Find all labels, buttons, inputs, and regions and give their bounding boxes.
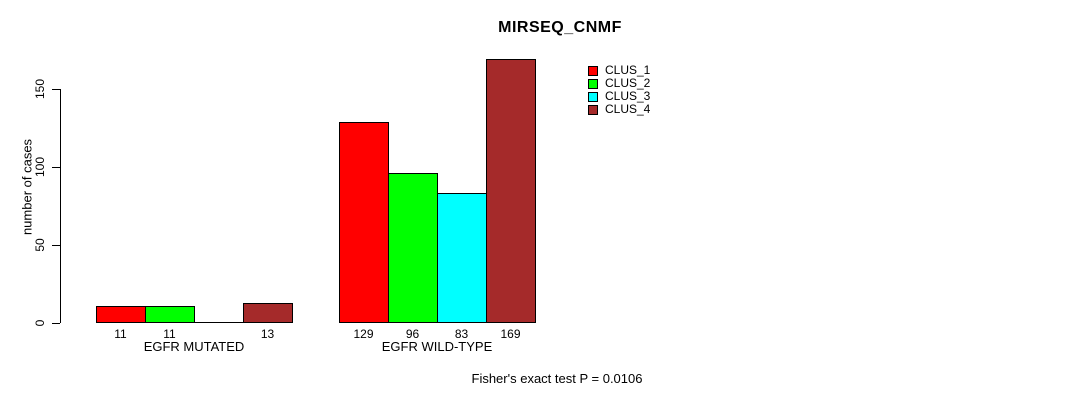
fisher-test-annotation: Fisher's exact test P = 0.0106	[471, 371, 643, 386]
bar-clus_4	[486, 59, 536, 323]
legend-item: CLUS_3	[588, 90, 650, 103]
bar-value-label: 83	[454, 327, 469, 341]
chart-title: MIRSEQ_CNMF	[498, 19, 622, 36]
bar-value-label: 129	[353, 327, 374, 341]
y-axis-tick	[52, 245, 60, 246]
bar-zero-clus_3	[194, 322, 244, 323]
bar-value-label: 169	[500, 327, 521, 341]
y-axis-tick-label: 150	[33, 78, 47, 100]
legend-item-label: CLUS_4	[605, 102, 651, 116]
y-axis-tick	[52, 89, 60, 90]
bar-clus_3	[437, 193, 487, 323]
legend-swatch-icon	[588, 104, 598, 115]
legend-item: CLUS_2	[588, 77, 650, 90]
y-axis-tick	[52, 323, 60, 324]
legend-item-label: CLUS_2	[605, 76, 651, 90]
bar-value-label: 96	[405, 327, 420, 341]
bar-value-label: 11	[114, 327, 127, 341]
bar-value-label: 13	[260, 327, 275, 341]
legend-item-label: CLUS_1	[605, 63, 651, 77]
legend-swatch-icon	[588, 65, 598, 76]
category-label: EGFR WILD-TYPE	[381, 339, 493, 354]
y-axis-line	[60, 89, 61, 323]
y-axis-tick	[52, 167, 60, 168]
legend-swatch-icon	[588, 78, 598, 89]
bar-value-label: 11	[163, 327, 176, 341]
bar-clus_2	[388, 173, 438, 323]
legend-item-label: CLUS_3	[605, 89, 651, 103]
category-label: EGFR MUTATED	[143, 339, 245, 354]
legend-item: CLUS_1	[588, 64, 650, 77]
y-axis-tick-label: 100	[33, 156, 47, 178]
bar-clus_4	[243, 303, 293, 323]
legend-item: CLUS_4	[588, 103, 650, 116]
legend-swatch-icon	[588, 91, 598, 102]
bar-clus_1	[96, 306, 146, 323]
y-axis-tick-label: 0	[33, 319, 47, 327]
y-axis-tick-label: 50	[33, 238, 47, 252]
bar-clus_2	[145, 306, 195, 323]
legend: CLUS_1 CLUS_2 CLUS_3 CLUS_4	[588, 64, 650, 116]
bar-clus_1	[339, 122, 389, 323]
y-axis-label: number of cases	[19, 138, 35, 236]
